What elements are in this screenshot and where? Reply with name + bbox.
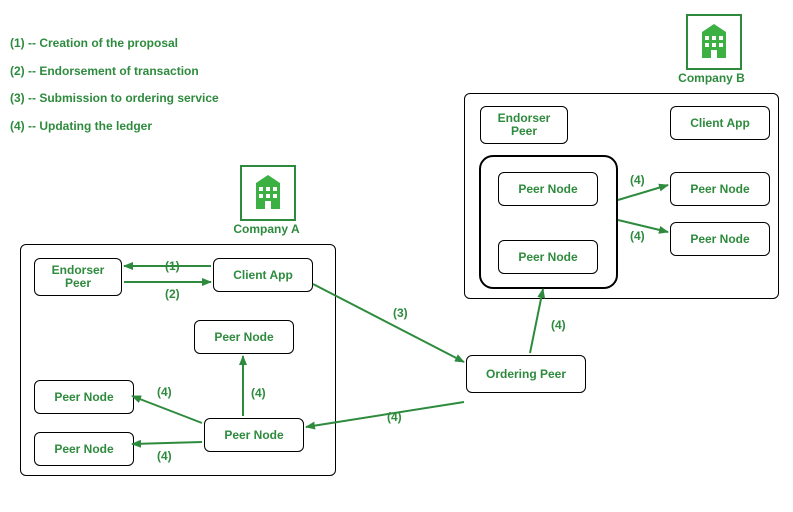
peer-node: Peer Node — [670, 172, 770, 206]
edge-label: (1) — [165, 259, 180, 273]
edge-label: (3) — [393, 306, 408, 320]
node-label: Peer Node — [518, 250, 577, 264]
legend-item: (3) -- Submission to ordering service — [10, 85, 219, 113]
edge-label: (4) — [157, 385, 172, 399]
peer-node: Peer Node — [34, 380, 134, 414]
edge-label: (4) — [630, 229, 645, 243]
edge-label: (4) — [630, 173, 645, 187]
peer-node: Peer Node — [204, 418, 304, 452]
edge-label: (4) — [551, 318, 566, 332]
endorser-peer-a: Endorser Peer — [34, 258, 122, 296]
edge-label: (4) — [251, 386, 266, 400]
endorser-peer-b: Endorser Peer — [480, 106, 568, 144]
company-b-label: Company B — [674, 71, 749, 85]
ordering-peer: Ordering Peer — [466, 355, 586, 393]
edge-label: (4) — [387, 410, 402, 424]
company-b-icon — [686, 14, 742, 70]
node-label: Peer Node — [690, 182, 749, 196]
node-label: Peer Node — [518, 182, 577, 196]
node-label: Ordering Peer — [486, 367, 566, 381]
node-label: Peer Node — [690, 232, 749, 246]
peer-node: Peer Node — [670, 222, 770, 256]
node-label: Client App — [233, 268, 293, 282]
edge-label: (4) — [157, 449, 172, 463]
node-label: Endorser Peer — [489, 112, 559, 138]
edge-label: (2) — [165, 287, 180, 301]
legend-item: (2) -- Endorsement of transaction — [10, 58, 219, 86]
company-a-label: Company A — [229, 222, 304, 236]
peer-node: Peer Node — [498, 240, 598, 274]
peer-node: Peer Node — [34, 432, 134, 466]
legend-item: (1) -- Creation of the proposal — [10, 30, 219, 58]
peer-node: Peer Node — [194, 320, 294, 354]
node-label: Peer Node — [214, 330, 273, 344]
client-app-a: Client App — [213, 258, 313, 292]
node-label: Client App — [690, 116, 750, 130]
legend-item: (4) -- Updating the ledger — [10, 113, 219, 141]
company-a-icon — [240, 165, 296, 221]
legend: (1) -- Creation of the proposal (2) -- E… — [10, 30, 219, 140]
node-label: Endorser Peer — [43, 264, 113, 290]
node-label: Peer Node — [54, 390, 113, 404]
peer-node: Peer Node — [498, 172, 598, 206]
node-label: Peer Node — [224, 428, 283, 442]
client-app-b: Client App — [670, 106, 770, 140]
node-label: Peer Node — [54, 442, 113, 456]
